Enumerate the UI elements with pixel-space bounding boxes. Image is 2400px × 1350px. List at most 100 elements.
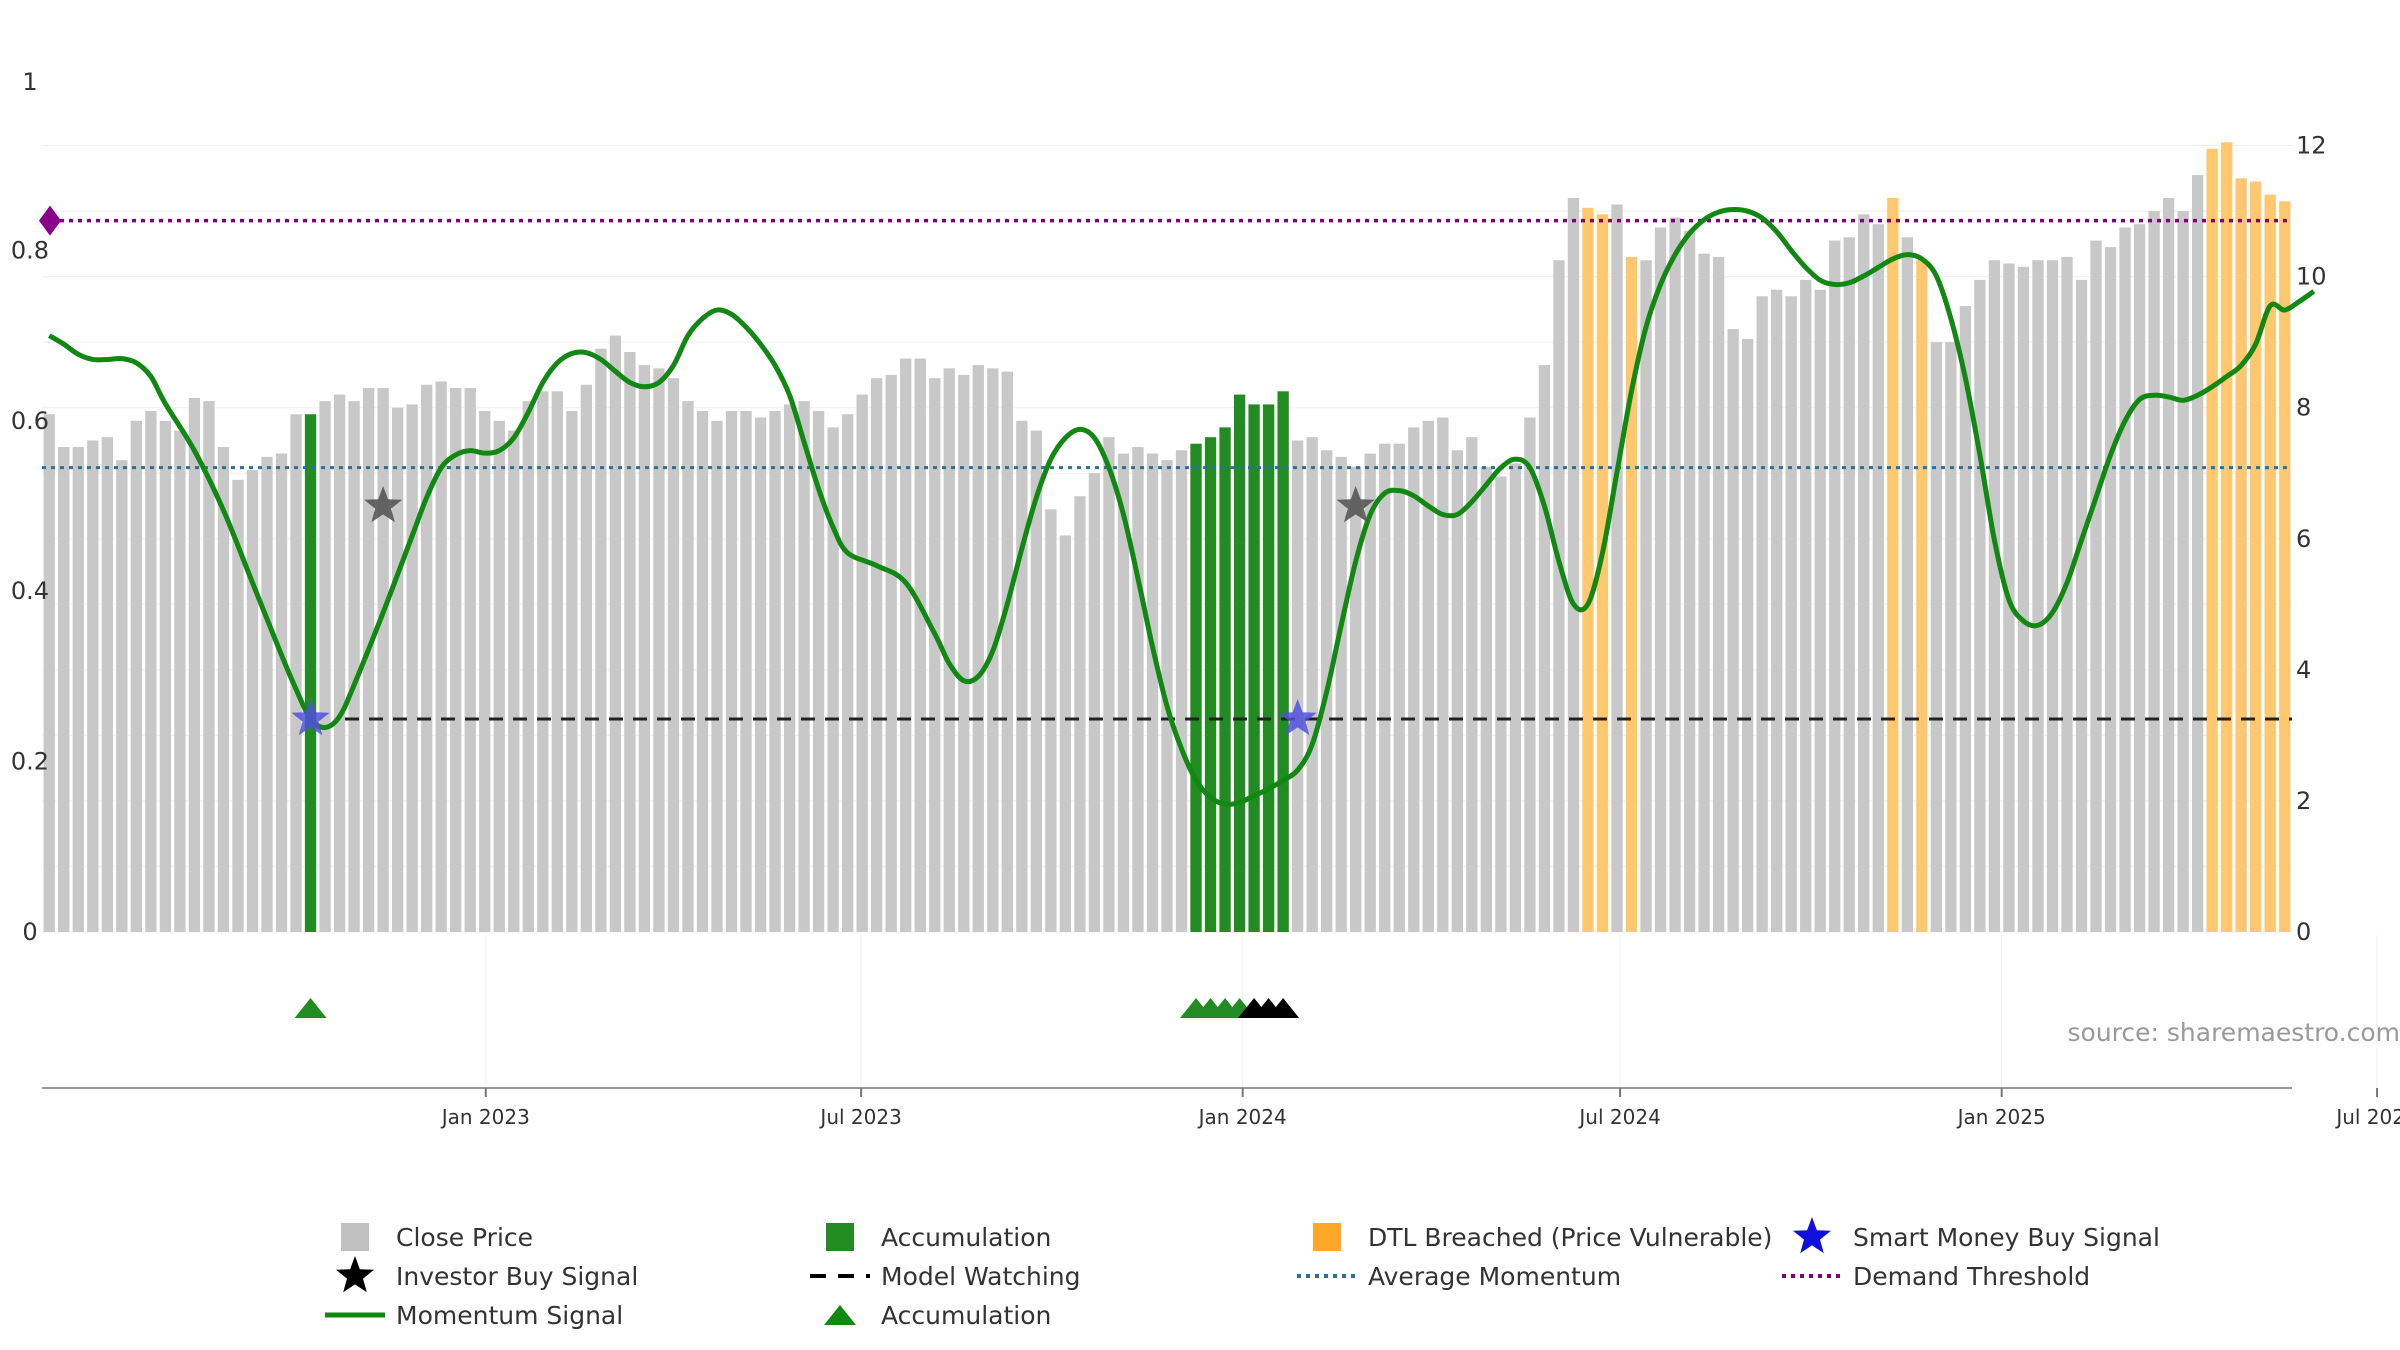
price-bar xyxy=(1233,394,1246,933)
price-bar xyxy=(1582,207,1594,933)
price-bar xyxy=(1538,365,1551,933)
price-bar xyxy=(1988,260,2001,932)
price-bar xyxy=(2104,247,2117,933)
price-bar xyxy=(1843,237,1855,933)
price-bar xyxy=(1291,440,1304,932)
price-bar xyxy=(2075,279,2088,932)
price-bar xyxy=(508,430,520,932)
price-bar xyxy=(2206,148,2218,933)
left-axis-tick: 0.4 xyxy=(11,577,49,605)
x-axis-tick: Jan 2023 xyxy=(440,1105,530,1129)
price-bar xyxy=(682,401,694,933)
price-bar xyxy=(551,391,563,932)
price-bar xyxy=(1088,473,1101,932)
x-axis-tick: Jul 2023 xyxy=(818,1105,901,1129)
price-bar xyxy=(1640,260,1652,932)
legend-swatch xyxy=(826,1223,854,1251)
momentum-line xyxy=(47,206,2316,807)
signal-markers xyxy=(291,486,1375,736)
price-bar xyxy=(1190,443,1202,932)
price-bar xyxy=(1045,509,1057,932)
price-bar xyxy=(1074,496,1086,932)
price-bar xyxy=(566,410,578,932)
price-bar xyxy=(2046,260,2059,932)
price-bar xyxy=(1654,227,1667,932)
price-bar xyxy=(1698,253,1710,932)
right-axis-tick: 4 xyxy=(2296,656,2311,684)
price-bar xyxy=(290,414,302,932)
smart-money-star xyxy=(1278,699,1317,736)
price-bar xyxy=(1800,279,1812,932)
price-bar xyxy=(624,351,636,932)
legend-item: Average Momentum xyxy=(1297,1262,1621,1291)
x-axis-tick: Jul 2025 xyxy=(2334,1105,2400,1129)
price-bar xyxy=(1480,466,1493,932)
price-bar xyxy=(1277,391,1289,932)
price-bar xyxy=(1466,437,1478,932)
source-label: source: sharemaestro.com xyxy=(2068,1018,2400,1047)
right-axis-tick: 2 xyxy=(2296,787,2311,815)
price-bar xyxy=(1959,306,1972,933)
price-bar xyxy=(1509,463,1522,932)
price-bar xyxy=(914,358,926,932)
price-bar xyxy=(2191,175,2204,932)
left-axis-tick: 1 xyxy=(22,68,37,96)
left-axis-tick: 0.8 xyxy=(11,236,49,264)
price-bar xyxy=(740,410,752,932)
price-bar xyxy=(1030,430,1043,932)
price-bar xyxy=(464,388,476,932)
price-bar xyxy=(1669,217,1681,933)
price-bar xyxy=(1248,404,1260,932)
price-bar xyxy=(827,427,839,932)
price-bar xyxy=(275,453,288,932)
x-axis-tick: Jul 2024 xyxy=(1577,1105,1660,1129)
price-bar xyxy=(1814,289,1826,932)
price-bar xyxy=(130,420,143,932)
price-bar xyxy=(696,410,709,932)
legend-item: Close Price xyxy=(341,1223,533,1252)
price-bar xyxy=(2279,201,2291,932)
price-bar xyxy=(1451,450,1463,932)
demand-threshold-marker xyxy=(39,205,61,236)
price-bar xyxy=(1524,417,1536,932)
price-bar xyxy=(856,394,868,933)
price-bar xyxy=(1771,289,1783,932)
accumulation-triangle xyxy=(294,998,327,1018)
price-bar xyxy=(232,479,244,932)
price-bar xyxy=(2133,224,2146,932)
price-bar xyxy=(871,378,883,932)
price-bar xyxy=(595,348,607,932)
legend-item: Demand Threshold xyxy=(1782,1262,2090,1291)
price-bar xyxy=(1829,240,1841,933)
price-bar xyxy=(72,447,84,932)
price-bar xyxy=(2119,227,2131,932)
price-bar xyxy=(2221,142,2233,932)
price-bar xyxy=(653,368,665,932)
legend-triangle-icon xyxy=(824,1305,856,1325)
price-bar xyxy=(1393,443,1405,932)
price-bar xyxy=(2250,181,2262,933)
price-bar xyxy=(1001,371,1013,933)
price-bar xyxy=(638,365,651,933)
price-bar xyxy=(1103,437,1115,932)
right-axis-tick: 10 xyxy=(2296,263,2327,291)
price-bar xyxy=(2032,260,2044,932)
price-bar xyxy=(711,420,723,932)
price-bar xyxy=(304,414,317,932)
price-bar xyxy=(1175,450,1188,932)
price-bar xyxy=(1306,437,1318,932)
left-axis-tick: 0.6 xyxy=(11,407,49,435)
price-bar xyxy=(1596,214,1609,932)
price-bar xyxy=(2235,178,2247,933)
legend-item: Investor Buy Signal xyxy=(336,1256,638,1293)
legend-label: Close Price xyxy=(396,1223,533,1252)
legend-label: Average Momentum xyxy=(1368,1262,1621,1291)
price-bar xyxy=(725,410,738,932)
legend-star-icon xyxy=(336,1256,374,1293)
price-bar xyxy=(1204,437,1217,932)
price-bar xyxy=(217,447,230,932)
legend-label: Demand Threshold xyxy=(1853,1262,2090,1291)
legend-label: Investor Buy Signal xyxy=(396,1262,638,1291)
